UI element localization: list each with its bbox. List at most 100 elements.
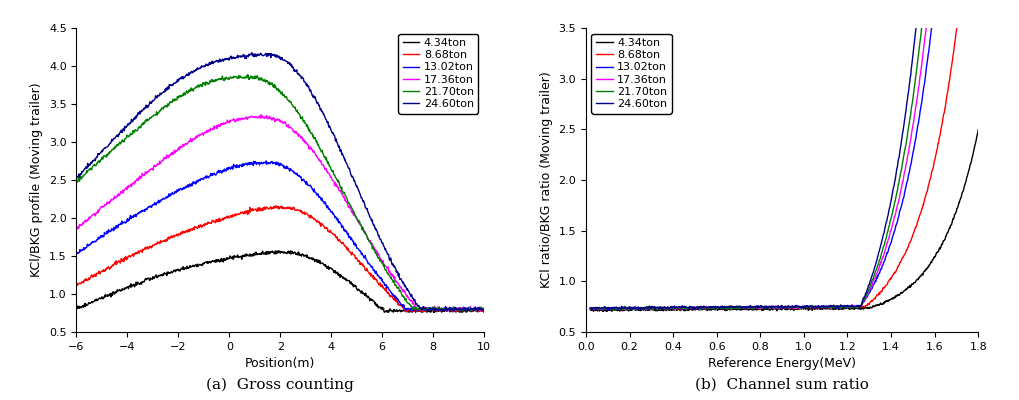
24.60ton [308, 94, 320, 98]
8.68ton [422, 306, 434, 311]
13.02ton [330, 217, 342, 222]
21.70ton [607, 308, 620, 313]
13.02ton [422, 307, 434, 312]
13.02ton [404, 308, 416, 313]
24.60ton [423, 308, 435, 313]
21.70ton [478, 307, 490, 312]
4.34ton [832, 306, 844, 311]
21.70ton [422, 307, 434, 312]
17.36ton [478, 308, 490, 313]
13.02ton [820, 304, 833, 309]
4.34ton [330, 270, 342, 275]
17.36ton [96, 204, 108, 209]
8.68ton [70, 283, 83, 288]
17.36ton [596, 308, 608, 312]
8.68ton [270, 203, 282, 208]
24.60ton [608, 306, 621, 311]
4.34ton [597, 309, 609, 314]
Line: 4.34ton: 4.34ton [76, 251, 484, 312]
Line: 8.68ton: 8.68ton [590, 0, 978, 310]
21.70ton [318, 155, 330, 160]
X-axis label: Reference Energy(MeV): Reference Energy(MeV) [708, 357, 856, 370]
Text: (a)  Gross counting: (a) Gross counting [206, 378, 355, 392]
13.02ton [919, 78, 931, 83]
13.02ton [260, 158, 272, 163]
Line: 17.36ton: 17.36ton [590, 0, 978, 310]
Y-axis label: KCl/BKG profile (Moving trailer): KCl/BKG profile (Moving trailer) [31, 83, 44, 277]
8.68ton [584, 306, 596, 310]
8.68ton [96, 269, 108, 274]
13.02ton [318, 202, 330, 206]
21.70ton [380, 268, 392, 272]
24.60ton [422, 308, 434, 312]
8.68ton [399, 309, 412, 314]
4.34ton [380, 308, 392, 313]
13.02ton [622, 308, 634, 312]
Line: 17.36ton: 17.36ton [76, 115, 484, 311]
8.68ton [330, 236, 342, 240]
Line: 21.70ton: 21.70ton [590, 0, 978, 310]
4.34ton [272, 248, 284, 253]
21.70ton [308, 136, 320, 141]
4.34ton [318, 263, 330, 268]
13.02ton [832, 306, 844, 311]
24.60ton [820, 304, 833, 309]
4.34ton [478, 310, 490, 315]
Legend: 4.34ton, 8.68ton, 13.02ton, 17.36ton, 21.70ton, 24.60ton: 4.34ton, 8.68ton, 13.02ton, 17.36ton, 21… [591, 34, 672, 114]
Line: 8.68ton: 8.68ton [76, 206, 484, 312]
8.68ton [832, 304, 844, 309]
8.68ton [810, 306, 822, 310]
Y-axis label: KCl ratio/BKG ratio (Moving trailer): KCl ratio/BKG ratio (Moving trailer) [540, 72, 553, 288]
24.60ton [810, 304, 822, 309]
17.36ton [70, 227, 83, 232]
24.60ton [96, 149, 108, 154]
21.70ton [820, 304, 833, 308]
4.34ton [919, 269, 931, 274]
4.34ton [820, 306, 833, 311]
Line: 24.60ton: 24.60ton [76, 53, 484, 311]
8.68ton [879, 284, 892, 289]
13.02ton [608, 307, 621, 312]
21.70ton [96, 157, 108, 162]
13.02ton [584, 306, 596, 311]
21.70ton [919, 0, 931, 1]
17.36ton [832, 304, 844, 309]
21.70ton [879, 240, 892, 244]
4.34ton [608, 306, 621, 311]
X-axis label: Position(m): Position(m) [245, 357, 316, 370]
4.34ton [422, 308, 434, 313]
24.60ton [478, 308, 490, 313]
17.36ton [584, 307, 596, 312]
13.02ton [380, 282, 392, 287]
Legend: 4.34ton, 8.68ton, 13.02ton, 17.36ton, 21.70ton, 24.60ton: 4.34ton, 8.68ton, 13.02ton, 17.36ton, 21… [398, 34, 479, 114]
21.70ton [70, 179, 83, 184]
17.36ton [820, 305, 833, 310]
24.60ton [330, 139, 342, 144]
21.70ton [608, 306, 621, 311]
4.34ton [879, 299, 892, 304]
21.70ton [461, 308, 473, 313]
8.68ton [478, 306, 490, 311]
Line: 13.02ton: 13.02ton [76, 161, 484, 311]
13.02ton [810, 305, 822, 310]
24.60ton [584, 306, 596, 310]
17.36ton [380, 264, 392, 269]
8.68ton [380, 285, 392, 290]
13.02ton [478, 308, 490, 313]
24.60ton [380, 248, 392, 253]
21.70ton [832, 304, 844, 309]
21.70ton [330, 177, 342, 182]
24.60ton [246, 50, 258, 55]
24.60ton [318, 114, 330, 118]
21.70ton [242, 72, 254, 77]
8.68ton [919, 196, 931, 201]
17.36ton [330, 183, 342, 188]
24.60ton [832, 304, 844, 308]
Line: 4.34ton: 4.34ton [590, 130, 978, 312]
17.36ton [420, 308, 432, 313]
4.34ton [972, 127, 984, 132]
17.36ton [879, 248, 892, 253]
17.36ton [308, 148, 320, 153]
8.68ton [616, 308, 629, 312]
17.36ton [318, 166, 330, 170]
